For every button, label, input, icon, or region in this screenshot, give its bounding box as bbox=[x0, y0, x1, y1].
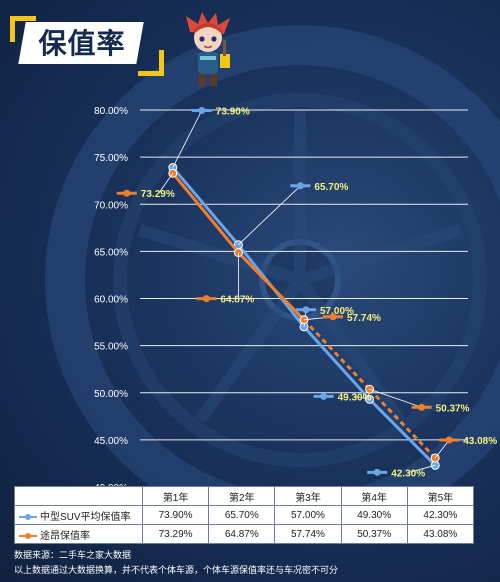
callout-marker-dot bbox=[202, 295, 210, 303]
series-line-segment bbox=[171, 172, 240, 254]
table-corner-cell bbox=[14, 486, 143, 506]
table-header-cell: 第4年 bbox=[340, 486, 408, 506]
callout-leader bbox=[355, 395, 370, 400]
title-bracket-top-left bbox=[10, 16, 36, 42]
table-row: 途昂保值率 73.29% 64.87% 57.74% 50.37% 43.08% bbox=[14, 524, 475, 544]
y-tick-label: 55.00% bbox=[94, 342, 128, 353]
callout-marker-dot bbox=[198, 106, 206, 114]
retention-line-chart: 40.00%45.00%50.00%55.00%60.00%65.00%70.0… bbox=[94, 106, 497, 494]
data-label: 65.70% bbox=[314, 182, 348, 193]
table-cell: 50.37% bbox=[340, 524, 408, 544]
y-tick-label: 70.00% bbox=[94, 200, 128, 211]
series-line-segment bbox=[171, 166, 240, 246]
callout-leader bbox=[238, 185, 301, 246]
blue-line-legend-icon bbox=[19, 513, 37, 521]
callout-marker-dot bbox=[329, 313, 337, 321]
header: 保值率 bbox=[0, 0, 500, 100]
table-cell: 73.29% bbox=[141, 524, 210, 544]
table-header-cell: 第1年 bbox=[141, 486, 210, 506]
y-tick-label: 60.00% bbox=[94, 295, 128, 306]
table-header-cell: 第2年 bbox=[208, 486, 276, 506]
footer: 数据来源：二手车之家大数据 以上数据通过大数据换算，并不代表个体车源，个体车源保… bbox=[14, 548, 484, 578]
y-tick-label: 45.00% bbox=[94, 436, 128, 447]
callout-marker-dot bbox=[320, 392, 328, 400]
callout-marker-dot bbox=[123, 189, 131, 197]
callout-leader bbox=[409, 464, 436, 473]
orange-line-legend-icon bbox=[19, 532, 37, 540]
data-label: 50.37% bbox=[436, 403, 470, 414]
callout-leader bbox=[172, 110, 203, 168]
data-label: 49.30% bbox=[338, 392, 372, 403]
callout-leader bbox=[434, 439, 450, 459]
y-tick-label: 75.00% bbox=[94, 153, 128, 164]
callout-marker-dot bbox=[445, 436, 453, 444]
data-label: 64.87% bbox=[220, 295, 254, 306]
callout-marker-dot bbox=[373, 468, 381, 476]
series-line-segment bbox=[302, 318, 371, 391]
disclaimer-note: 以上数据通过大数据换算，并不代表个体车源，个体车源保值率还与车况密不可分 bbox=[14, 565, 339, 575]
y-tick-label: 50.00% bbox=[94, 389, 128, 400]
y-tick-label: 65.00% bbox=[94, 247, 128, 258]
data-label: 43.08% bbox=[463, 436, 497, 447]
series-legend-cell: 中型SUV平均保值率 bbox=[14, 505, 143, 525]
table-cell: 57.00% bbox=[274, 505, 342, 525]
table-header-cell: 第3年 bbox=[274, 486, 342, 506]
series-line-segment bbox=[237, 251, 306, 321]
y-tick-label: 80.00% bbox=[94, 106, 128, 117]
series-name: 中型SUV平均保值率 bbox=[40, 511, 131, 523]
table-header-cell: 第5年 bbox=[406, 486, 475, 506]
callout-leader bbox=[369, 388, 422, 408]
data-table: 第1年 第2年 第3年 第4年 第5年 中型SUV平均保值率 73.90% 65… bbox=[14, 486, 475, 544]
data-table-container: 第1年 第2年 第3年 第4年 第5年 中型SUV平均保值率 73.90% 65… bbox=[14, 486, 475, 544]
callout-marker-dot bbox=[418, 403, 426, 411]
data-label: 42.30% bbox=[391, 468, 425, 479]
table-cell: 73.90% bbox=[141, 505, 210, 525]
callout-marker-dot bbox=[296, 182, 304, 190]
title-bracket-bottom-right bbox=[138, 50, 164, 76]
data-label: 57.00% bbox=[320, 306, 354, 317]
table-header-row: 第1年 第2年 第3年 第4年 第5年 bbox=[14, 486, 475, 506]
table-cell: 42.30% bbox=[406, 505, 475, 525]
table-cell: 57.74% bbox=[274, 524, 342, 544]
series-legend-cell: 途昂保值率 bbox=[14, 524, 143, 544]
table-cell: 65.70% bbox=[208, 505, 276, 525]
table-cell: 43.08% bbox=[406, 524, 475, 544]
callout-leader bbox=[158, 173, 174, 194]
table-cell: 64.87% bbox=[208, 524, 276, 544]
mascot-character-icon bbox=[186, 12, 230, 86]
series-line-segment bbox=[368, 388, 437, 460]
data-label: 57.74% bbox=[347, 313, 381, 324]
series-line-segment bbox=[302, 325, 371, 401]
table-row: 中型SUV平均保值率 73.90% 65.70% 57.00% 49.30% 4… bbox=[14, 505, 475, 525]
series-name: 途昂保值率 bbox=[40, 530, 90, 542]
data-label: 73.90% bbox=[216, 106, 250, 117]
callout-marker-dot bbox=[302, 306, 310, 314]
data-label: 73.29% bbox=[141, 189, 175, 200]
data-source-note: 数据来源：二手车之家大数据 bbox=[14, 550, 132, 560]
table-cell: 49.30% bbox=[340, 505, 408, 525]
page-title: 保值率 bbox=[38, 27, 126, 60]
series-line-segment bbox=[368, 398, 437, 467]
